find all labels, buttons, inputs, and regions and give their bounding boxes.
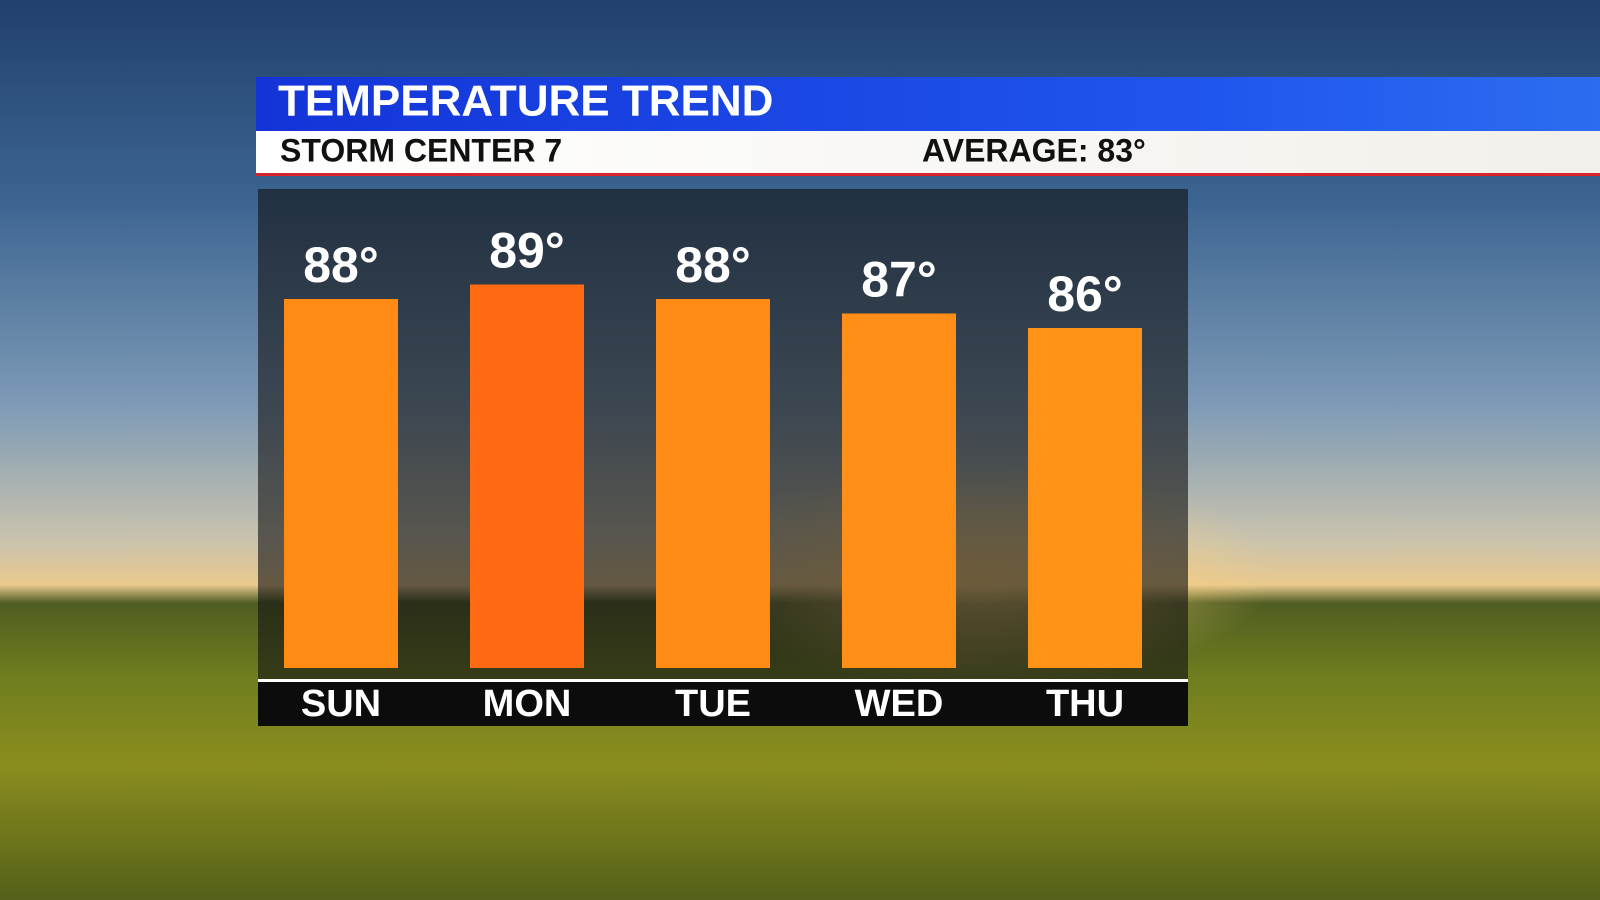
baseline (258, 679, 1188, 682)
subtitle: STORM CENTER 7 (280, 132, 562, 168)
x-tick-label: THU (1046, 683, 1124, 725)
value-label: 88° (303, 237, 379, 293)
value-label: 89° (489, 223, 565, 279)
bar (284, 299, 398, 668)
bar (842, 313, 956, 668)
value-label: 87° (861, 252, 937, 308)
chart-title: TEMPERATURE TREND (278, 77, 773, 126)
value-label: 86° (1047, 266, 1123, 322)
annotation: AVERAGE: 83° (922, 132, 1146, 168)
bar (1028, 328, 1142, 668)
x-tick-label: TUE (675, 683, 751, 725)
bar (656, 299, 770, 668)
x-tick-label: MON (483, 683, 572, 725)
bar (470, 284, 584, 668)
accent-line (256, 173, 1600, 176)
label-strip (258, 681, 1188, 726)
x-tick-label: WED (855, 683, 944, 725)
value-label: 88° (675, 237, 751, 293)
title-bar (256, 77, 1600, 131)
subtitle-bar (256, 131, 1600, 175)
x-tick-label: SUN (301, 683, 381, 725)
